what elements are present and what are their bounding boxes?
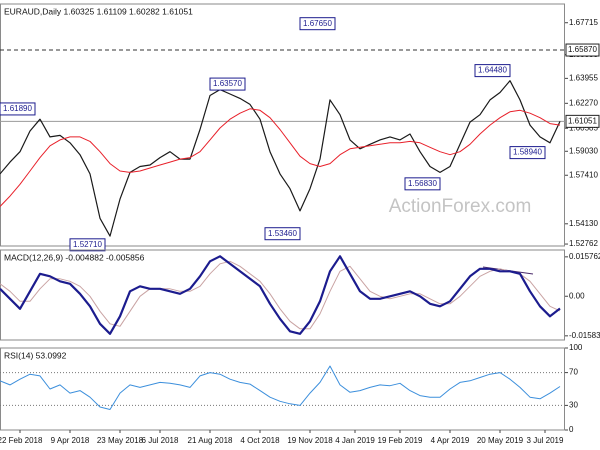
x-tick-label: 4 Jan 2019: [335, 436, 375, 445]
panel-frame: [0, 3, 565, 247]
x-tick-label: 21 Aug 2018: [188, 436, 233, 445]
annotation-box: [0, 102, 36, 116]
annotation-label: 1.58940: [513, 148, 542, 157]
x-tick-label: 20 May 2019: [477, 436, 524, 445]
annotation-label: 1.63570: [213, 79, 242, 88]
panel-frame: [0, 347, 565, 431]
panel-header: MACD(12,26,9) -0.004882 -0.005856: [4, 252, 145, 262]
x-tick-label: 19 Nov 2018: [287, 436, 333, 445]
y-tick-label: -0.015834: [569, 331, 600, 340]
annotation-label: 1.56830: [408, 179, 437, 188]
x-tick-label: 22 Feb 2018: [0, 436, 43, 445]
annotation-label: 1.64480: [478, 66, 507, 75]
y-tick-label: 1.67715: [569, 18, 598, 27]
y-tick-label: 1.60585: [569, 123, 598, 132]
annotation-label: 1.53460: [268, 229, 297, 238]
y-tick-label: 1.54130: [569, 219, 598, 228]
series-line: [0, 108, 561, 207]
series-line: [0, 80, 561, 237]
y-tick-label: 0.015762: [569, 252, 600, 261]
x-tick-label: 3 Jul 2019: [527, 436, 564, 445]
annotation-label: 1.61890: [3, 104, 32, 113]
x-tick-label: 19 Feb 2019: [378, 436, 423, 445]
y-tick-label: 0: [569, 425, 574, 434]
y-tick-label: 0.00: [569, 291, 585, 300]
y-tick-label: 1.63955: [569, 73, 598, 82]
y-tick-label: 1.57410: [569, 170, 598, 179]
series-line: [0, 260, 561, 330]
annotation-label: 1.67650: [303, 19, 332, 28]
y-tick-label: 70: [569, 368, 578, 377]
watermark: ActionForex.com: [389, 196, 532, 217]
annotation-box: [69, 238, 106, 252]
annotation-box: [264, 227, 301, 241]
reference-label: 1.65870: [568, 45, 597, 54]
annotation-box: [299, 17, 336, 31]
panel-header: RSI(14) 53.0992: [4, 350, 67, 360]
x-tick-label: 4 Apr 2019: [431, 436, 470, 445]
reference-label-box: [565, 114, 600, 128]
x-tick-label: 23 May 2018: [97, 436, 144, 445]
annotation-box: [404, 177, 441, 191]
x-tick-label: 4 Oct 2018: [240, 436, 280, 445]
x-tick-label: 9 Apr 2018: [51, 436, 90, 445]
y-tick-label: 1.62270: [569, 98, 598, 107]
series-line: [0, 365, 561, 410]
annotation-label: 1.52710: [73, 240, 102, 249]
y-tick-label: 1.59030: [569, 146, 598, 155]
panel-header: EURAUD,Daily 1.60325 1.61109 1.60282 1.6…: [4, 6, 193, 16]
series-line: [0, 255, 561, 335]
reference-label-box: [565, 43, 600, 57]
annotation-box: [209, 77, 246, 91]
y-tick-label: 30: [569, 401, 578, 410]
y-tick-label: 1.52762: [569, 239, 598, 248]
reference-label: 1.61051: [568, 116, 597, 125]
x-tick-label: 6 Jul 2018: [142, 436, 179, 445]
annotation-box: [474, 64, 511, 78]
annotation-box: [509, 146, 546, 160]
panel-frame: [0, 249, 565, 341]
y-tick-label: 100: [569, 343, 583, 352]
